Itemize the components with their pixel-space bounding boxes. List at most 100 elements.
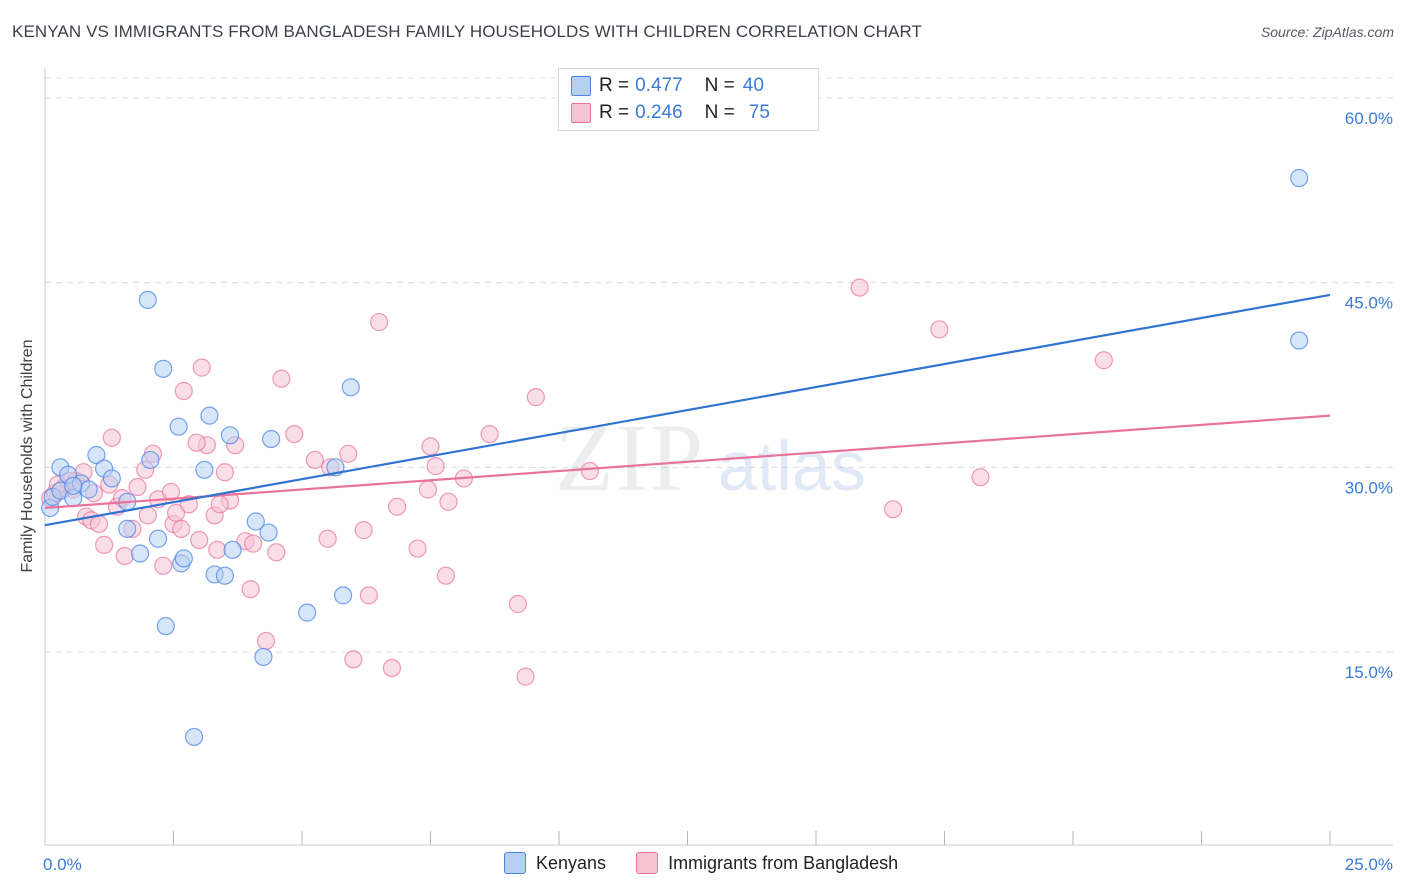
data-point-kenyans [298,603,317,622]
legend-item-bangladesh[interactable]: Immigrants from Bangladesh [636,852,898,874]
data-point-kenyans [156,617,175,636]
data-point-kenyans [220,426,240,445]
data-point-bangladesh [89,514,109,534]
data-point-bangladesh [256,631,276,651]
data-point-bangladesh [187,433,206,452]
data-point-bangladesh [267,543,286,562]
legend-r-value-kenyans: 0.477 [635,75,683,96]
legend-swatch-bangladesh [571,103,591,123]
legend-swatch-kenyans [571,76,591,96]
data-point-bangladesh [305,450,324,470]
data-point-bangladesh [359,586,378,605]
legend-swatch-bangladesh [636,852,659,874]
legend-r-label: R = [599,75,630,96]
data-point-bangladesh [102,428,121,447]
data-point-kenyans [215,566,234,585]
legend-label-bangladesh: Immigrants from Bangladesh [668,852,899,873]
data-point-bangladesh [138,506,157,525]
data-point-kenyans [246,512,265,531]
legend-row-kenyans: R = 0.477 N = 40 [571,75,764,97]
trend-line-bangladesh [44,414,1331,510]
series-bangladesh-points [41,278,1113,686]
legend-n-value-kenyans: 40 [742,75,764,96]
data-point-kenyans [79,480,98,499]
data-point-kenyans [118,519,137,538]
watermark-zip: ZIP [555,404,705,511]
data-point-bangladesh [344,650,363,669]
data-point-bangladesh [244,534,263,553]
data-point-kenyans [174,549,193,568]
data-point-bangladesh [516,667,535,686]
axes [44,68,1393,846]
data-point-bangladesh [580,461,599,481]
legend-item-kenyans[interactable]: Kenyans [504,852,606,874]
data-point-bangladesh [426,457,445,476]
data-point-bangladesh [526,388,545,407]
data-point-kenyans [223,540,242,559]
data-point-bangladesh [174,381,193,401]
data-point-bangladesh [436,566,456,585]
data-point-kenyans [334,586,353,605]
data-point-bangladesh [210,495,229,514]
data-point-bangladesh [480,424,499,444]
y-tick-label: 15.0% [1345,663,1393,682]
watermark-atlas: atlas [718,427,866,505]
data-point-bangladesh [382,658,402,678]
data-point-bangladesh [370,312,389,332]
data-point-bangladesh [192,358,211,377]
data-point-bangladesh [408,539,427,558]
data-point-kenyans [341,378,360,397]
data-point-kenyans [141,450,160,470]
tick-labels: 15.0% 30.0% 45.0% 60.0% 0.0% 25.0% [43,109,1393,874]
data-point-kenyans [1290,331,1309,350]
data-point-bangladesh [272,369,291,388]
data-point-kenyans [102,469,121,488]
trend-lines [44,293,1331,527]
data-point-bangladesh [354,521,373,540]
trend-line-kenyans [44,293,1331,527]
legend-row-bangladesh: R = 0.246 N = 75 [571,102,770,124]
source-label: Source: ZipAtlas.com [1260,24,1394,40]
data-point-bangladesh [208,540,227,559]
y-tick-label: 45.0% [1345,294,1393,313]
legend-r-value-bangladesh: 0.246 [635,102,683,123]
legend-n-label: N = [704,102,735,123]
data-point-bangladesh [172,519,191,538]
legend-label-kenyans: Kenyans [536,852,607,873]
data-point-kenyans [200,406,219,425]
data-point-bangladesh [215,463,234,482]
data-point-kenyans [259,523,278,542]
correlation-legend: R = 0.477 N = 40 R = 0.246 N = 75 [558,68,819,131]
data-point-bangladesh [508,594,527,614]
legend-n-value-bangladesh: 75 [748,102,770,123]
data-point-kenyans [154,359,173,378]
data-point-kenyans [184,727,204,747]
data-point-bangladesh [883,500,903,519]
data-point-kenyans [130,544,150,563]
legend-n-label: N = [704,75,735,96]
data-point-bangladesh [95,535,114,554]
data-point-bangladesh [190,530,209,550]
data-point-bangladesh [318,529,337,548]
data-point-bangladesh [339,444,358,463]
data-point-bangladesh [850,278,869,297]
data-point-bangladesh [421,437,440,456]
series-legend: Kenyans Immigrants from Bangladesh [504,852,928,874]
data-point-bangladesh [439,492,458,511]
x-tick-label: 25.0% [1345,855,1393,874]
data-point-bangladesh [930,320,949,339]
data-point-bangladesh [1094,351,1113,370]
data-point-kenyans [169,417,188,436]
data-point-bangladesh [115,546,134,566]
data-point-kenyans [87,445,106,465]
y-tick-label: 30.0% [1345,478,1393,497]
data-point-kenyans [64,476,83,495]
data-point-kenyans [148,529,168,548]
data-point-bangladesh [418,480,438,499]
series-kenyans-points [41,168,1309,747]
data-point-kenyans [195,460,214,479]
data-point-bangladesh [285,424,304,444]
watermark: ZIP atlas [555,404,866,511]
data-point-kenyans [138,290,157,310]
